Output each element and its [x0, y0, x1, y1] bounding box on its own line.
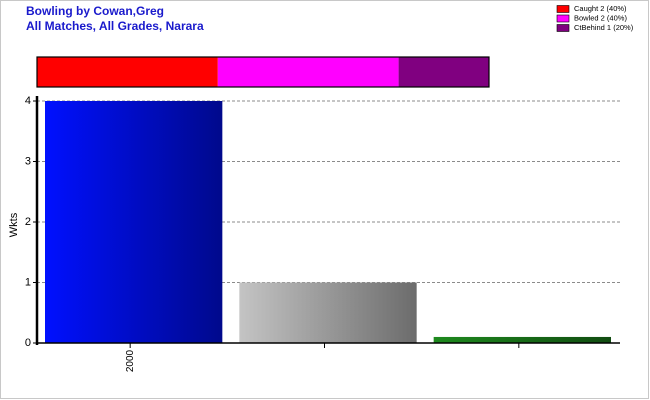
y-tick-label: 1 [25, 276, 31, 288]
breakdown-border [36, 56, 490, 88]
legend-swatch [556, 24, 570, 32]
bar [45, 101, 223, 343]
chart-title: Bowling by Cowan,Greg [26, 4, 164, 18]
y-tick-label: 0 [25, 337, 31, 349]
legend-label: Caught 2 (40%) [574, 4, 627, 13]
breakdown-segment [37, 57, 218, 87]
legend-label: CtBehind 1 (20%) [574, 23, 634, 32]
y-tick-label: 4 [25, 95, 31, 107]
breakdown-segment [217, 57, 399, 87]
x-tick-label: 2000 [125, 349, 136, 372]
bar [433, 336, 611, 343]
bar [239, 282, 417, 343]
y-tick-label: 3 [25, 155, 31, 167]
legend-swatch [556, 5, 570, 13]
breakdown-segment [398, 57, 489, 87]
y-tick-label: 2 [25, 216, 31, 228]
chart-subtitle: All Matches, All Grades, Narara [26, 19, 204, 33]
legend-swatch [556, 14, 570, 23]
legend-label: Bowled 2 (40%) [574, 13, 627, 22]
y-axis-label: Wkts [8, 212, 20, 237]
